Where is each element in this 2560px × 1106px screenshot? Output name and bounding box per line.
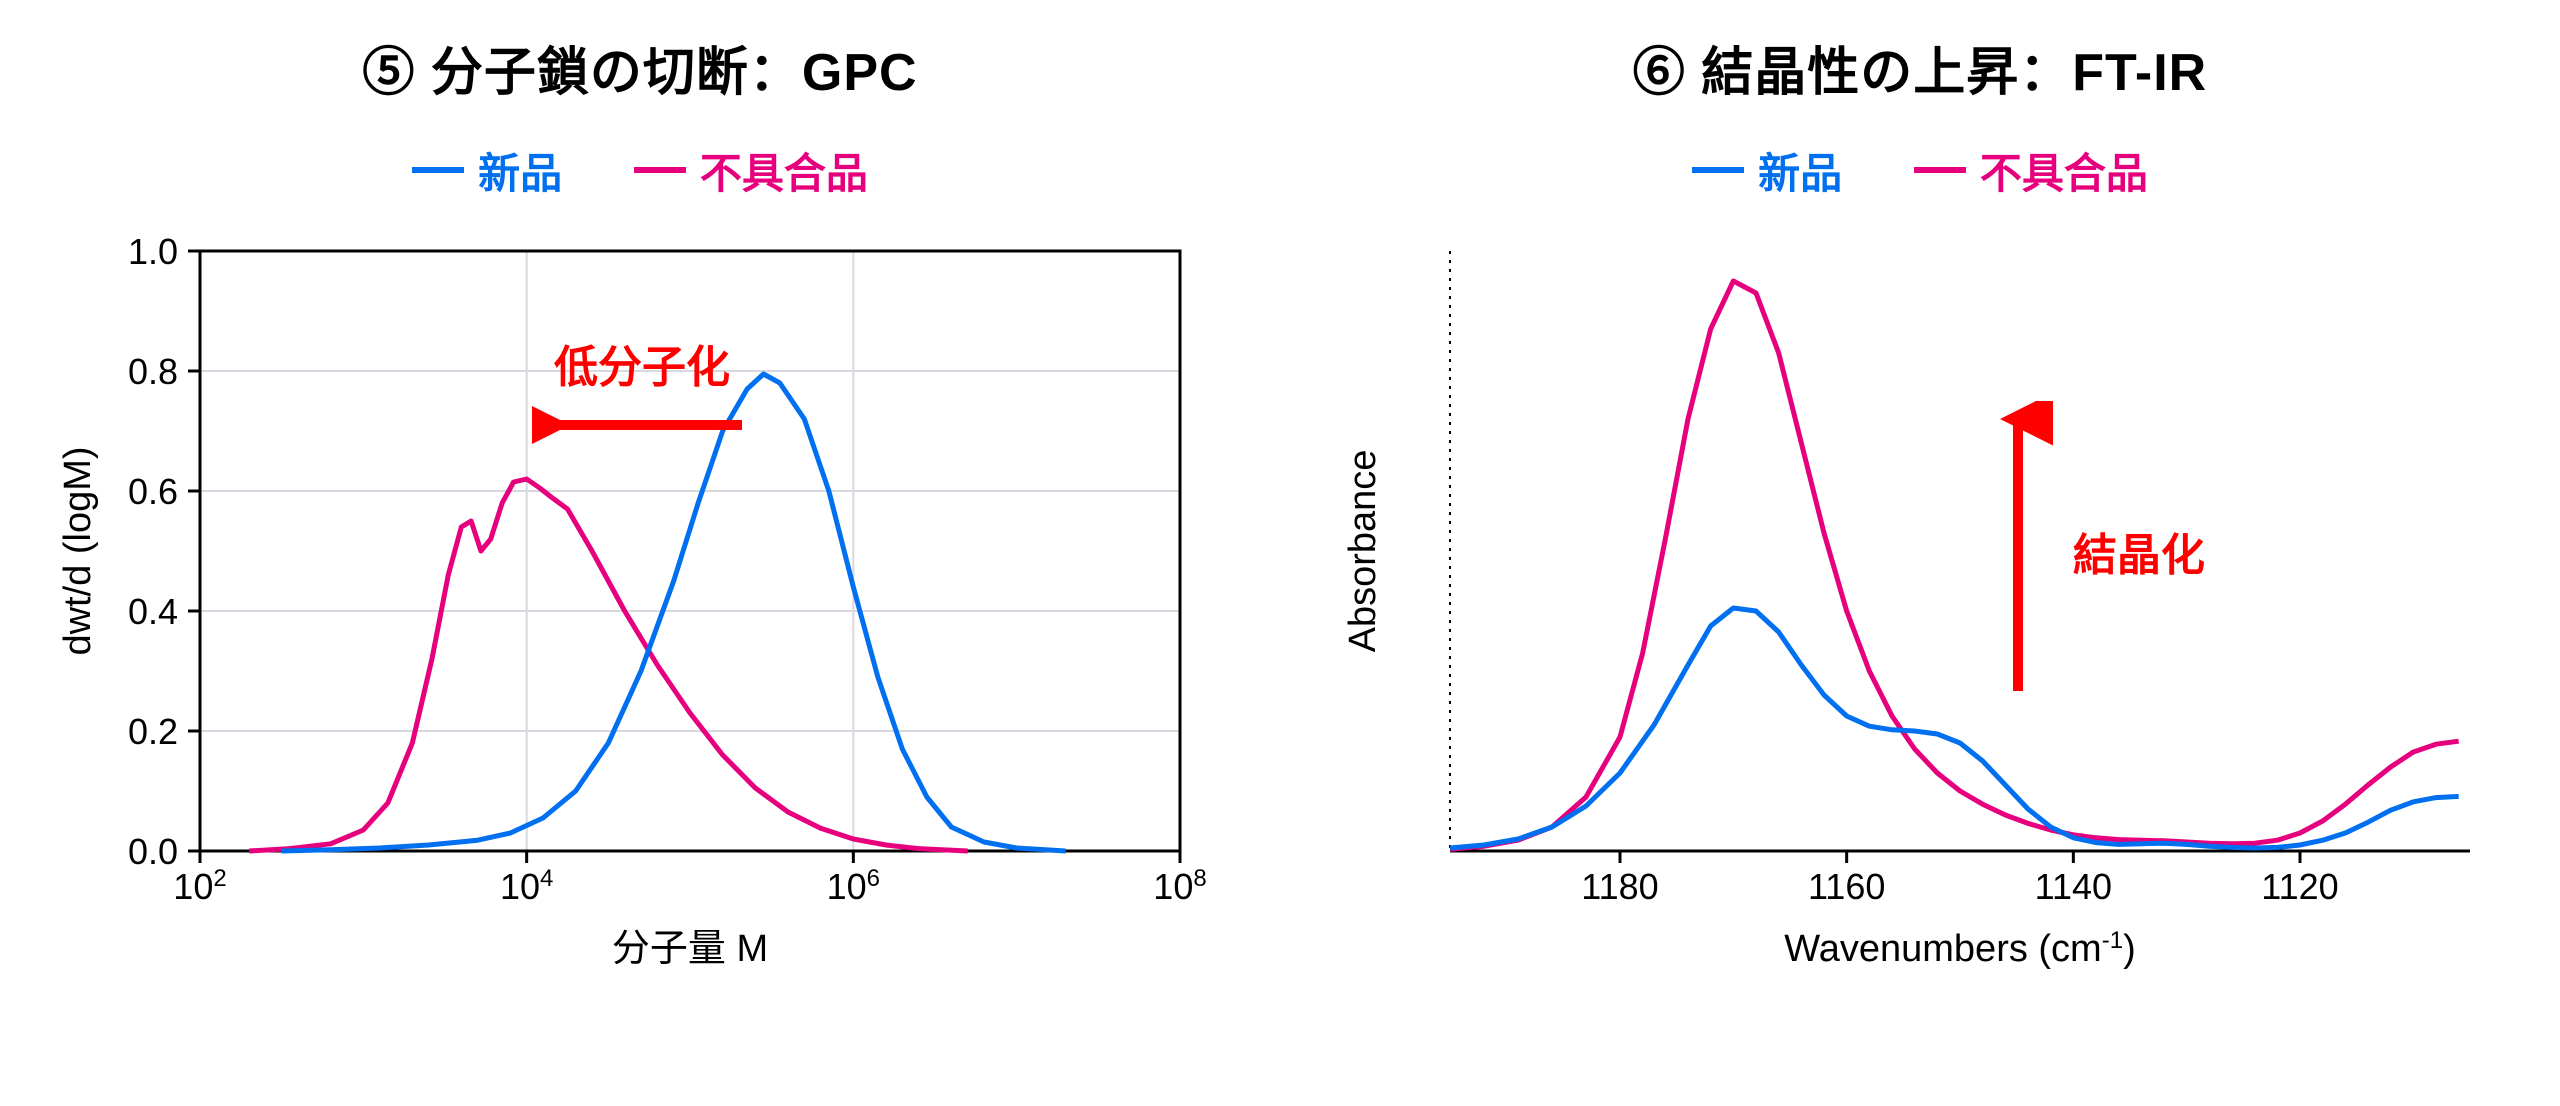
svg-text:0.4: 0.4 bbox=[128, 591, 178, 632]
svg-text:0.6: 0.6 bbox=[128, 471, 178, 512]
gpc-legend: 新品 不具合品 bbox=[40, 135, 1240, 201]
gpc-chart: 0.0 0.2 0.4 0.6 0.8 1.0 102 104 106 108 分子量 M dwt/d… bbox=[40, 231, 1220, 991]
svg-text:0.8: 0.8 bbox=[128, 351, 178, 392]
gpc-legend-series2-label: 不具合品 bbox=[700, 140, 868, 201]
svg-text:Absorbance: Absorbance bbox=[1342, 449, 1384, 652]
svg-text:分子量 M: 分子量 M bbox=[612, 928, 768, 970]
svg-text:104: 104 bbox=[500, 864, 553, 907]
ftir-legend: 新品 不具合品 bbox=[1320, 135, 2520, 201]
ftir-title: ⑥ 結晶性の上昇：FT-IR bbox=[1320, 30, 2520, 105]
ftir-legend-series1: 新品 bbox=[1692, 140, 1842, 201]
svg-text:Wavenumbers (cm-1): Wavenumbers (cm-1) bbox=[1784, 926, 2135, 970]
svg-text:1180: 1180 bbox=[1581, 866, 1658, 907]
gpc-legend-series1: 新品 bbox=[412, 140, 562, 201]
ftir-chart: 1180 1160 1140 1120 Wavenumbers (cm-1) Absorb… bbox=[1320, 231, 2500, 991]
gpc-panel: ⑤ 分子鎖の切断：GPC 新品 不具合品 0.0 0.2 0.4 0.6 0.8 1.0 1… bbox=[0, 0, 1280, 1106]
svg-text:1120: 1120 bbox=[2261, 866, 2338, 907]
ftir-legend-series2-label: 不具合品 bbox=[1980, 140, 2148, 201]
svg-text:1.0: 1.0 bbox=[128, 231, 178, 272]
svg-text:1160: 1160 bbox=[1808, 866, 1885, 907]
svg-text:108: 108 bbox=[1153, 864, 1206, 907]
ftir-legend-series1-label: 新品 bbox=[1758, 140, 1842, 201]
svg-text:dwt/d (logM): dwt/d (logM) bbox=[57, 446, 99, 655]
svg-text:1140: 1140 bbox=[2035, 866, 2112, 907]
ftir-panel: ⑥ 結晶性の上昇：FT-IR 新品 不具合品 1180 1160 1140 1120 W… bbox=[1280, 0, 2560, 1106]
gpc-legend-series1-label: 新品 bbox=[478, 140, 562, 201]
gpc-title: ⑤ 分子鎖の切断：GPC bbox=[40, 30, 1240, 105]
gpc-legend-series2: 不具合品 bbox=[634, 140, 868, 201]
svg-text:0.0: 0.0 bbox=[128, 831, 178, 872]
svg-text:106: 106 bbox=[827, 864, 880, 907]
svg-text:102: 102 bbox=[173, 864, 226, 907]
ftir-legend-series2: 不具合品 bbox=[1914, 140, 2148, 201]
svg-text:0.2: 0.2 bbox=[128, 711, 178, 752]
